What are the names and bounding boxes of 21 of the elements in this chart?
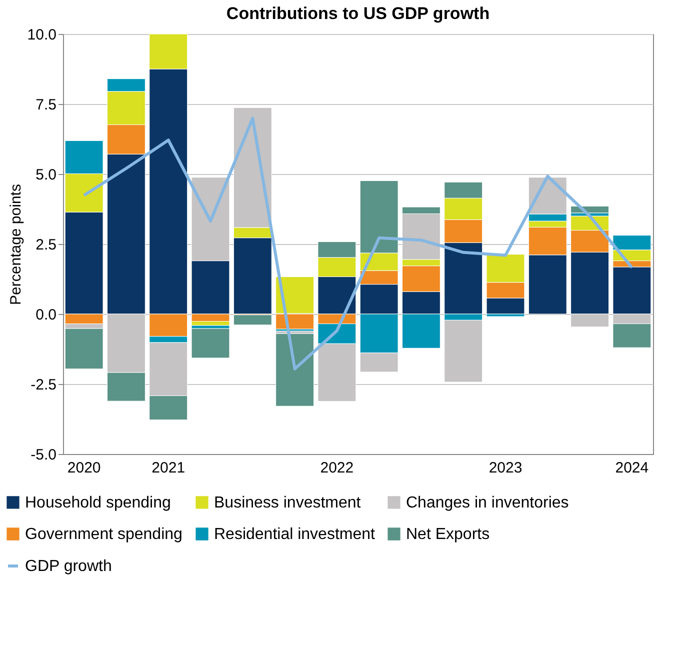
y-axis-title: Percentage points [7,184,24,305]
legend-label: Government spending [25,526,182,543]
y-tick-label: -5.0 [30,446,56,464]
x-tick-label: 2021 [152,460,186,476]
y-tick-label: 10.0 [27,26,56,44]
y-tick-label: 2.5 [36,236,56,254]
legend-label: Changes in inventories [406,494,569,512]
y-tick-label: 0.0 [36,306,56,324]
legend-label: GDP growth [25,558,112,575]
y-tick-label: 5.0 [36,166,56,184]
x-tick-label: 2022 [320,460,354,476]
y-tick-label: -2.5 [30,376,56,394]
chart-title: Contributions to US GDP growth [226,4,490,23]
legend-label: Net Exports [406,526,490,543]
legend-label: Residential investment [214,526,376,543]
x-tick-label: 2023 [488,460,522,476]
x-tick-label: 2024 [615,460,649,476]
x-tick-label: 2020 [67,460,101,476]
legend-label: Household spending [25,494,171,512]
legend-label: Business investment [214,494,362,512]
y-tick-label: 7.5 [36,96,56,114]
